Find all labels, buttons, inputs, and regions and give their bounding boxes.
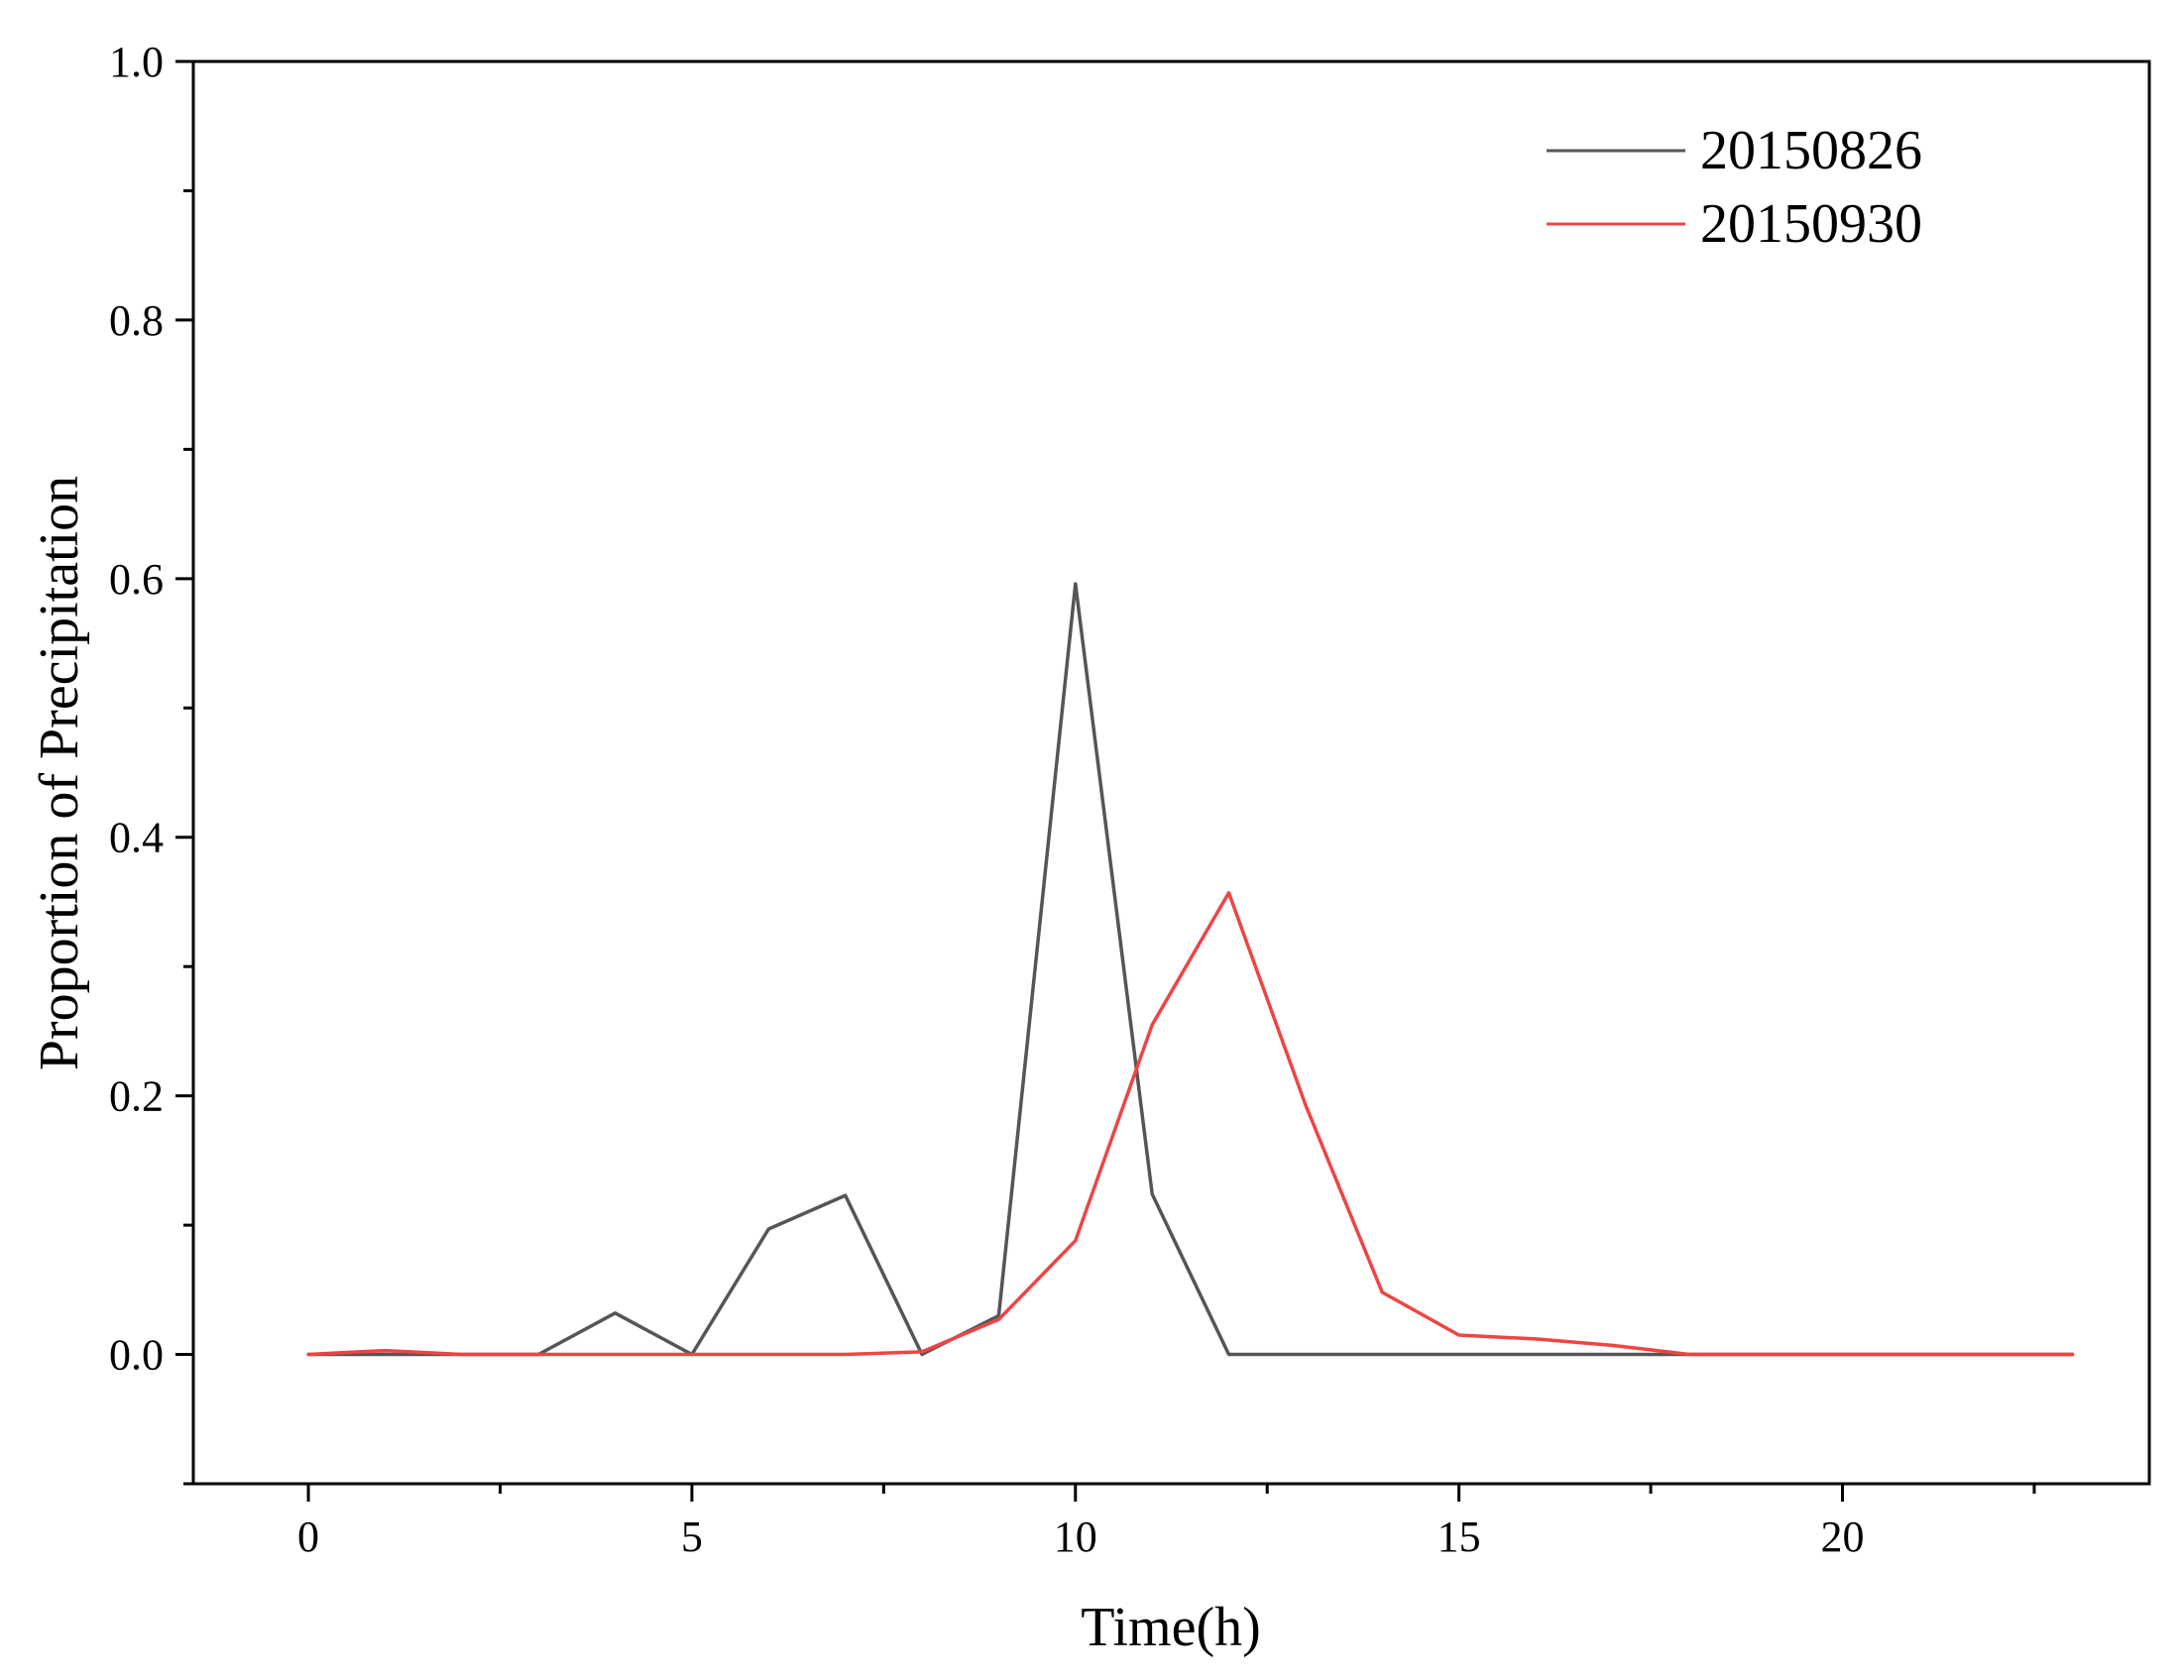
y-axis-title: Proportion of Precipitation [29,476,90,1070]
x-tick-label: 10 [1054,1512,1097,1561]
legend-label-series-2: 20150930 [1700,193,1922,255]
y-tick-label: 0.8 [109,296,164,345]
x-tick-label: 5 [681,1512,703,1561]
legend: 20150826 20150930 [1547,120,1922,255]
plot-frame [191,59,2151,1486]
x-tick-label: 15 [1437,1512,1481,1561]
x-axis-title: Time(h) [1081,1597,1261,1658]
x-tick-label: 20 [1821,1512,1865,1561]
legend-label-series-1: 20150826 [1700,120,1922,181]
y-tick-label: 1.0 [109,38,164,86]
y-tick-label: 0.4 [109,814,164,862]
x-axis-ticks: 0 5 10 15 20 [297,1484,2036,1561]
series-line-2 [306,891,2075,1357]
x-tick-label: 0 [297,1512,319,1561]
y-tick-label: 0.6 [109,555,164,604]
y-tick-label: 0.0 [109,1331,164,1380]
series-line-1 [306,582,2075,1357]
y-tick-label: 0.2 [109,1072,164,1121]
y-axis-ticks: 0.0 0.2 0.4 0.6 0.8 1.0 [109,38,193,1486]
series-lines [306,582,2075,1357]
